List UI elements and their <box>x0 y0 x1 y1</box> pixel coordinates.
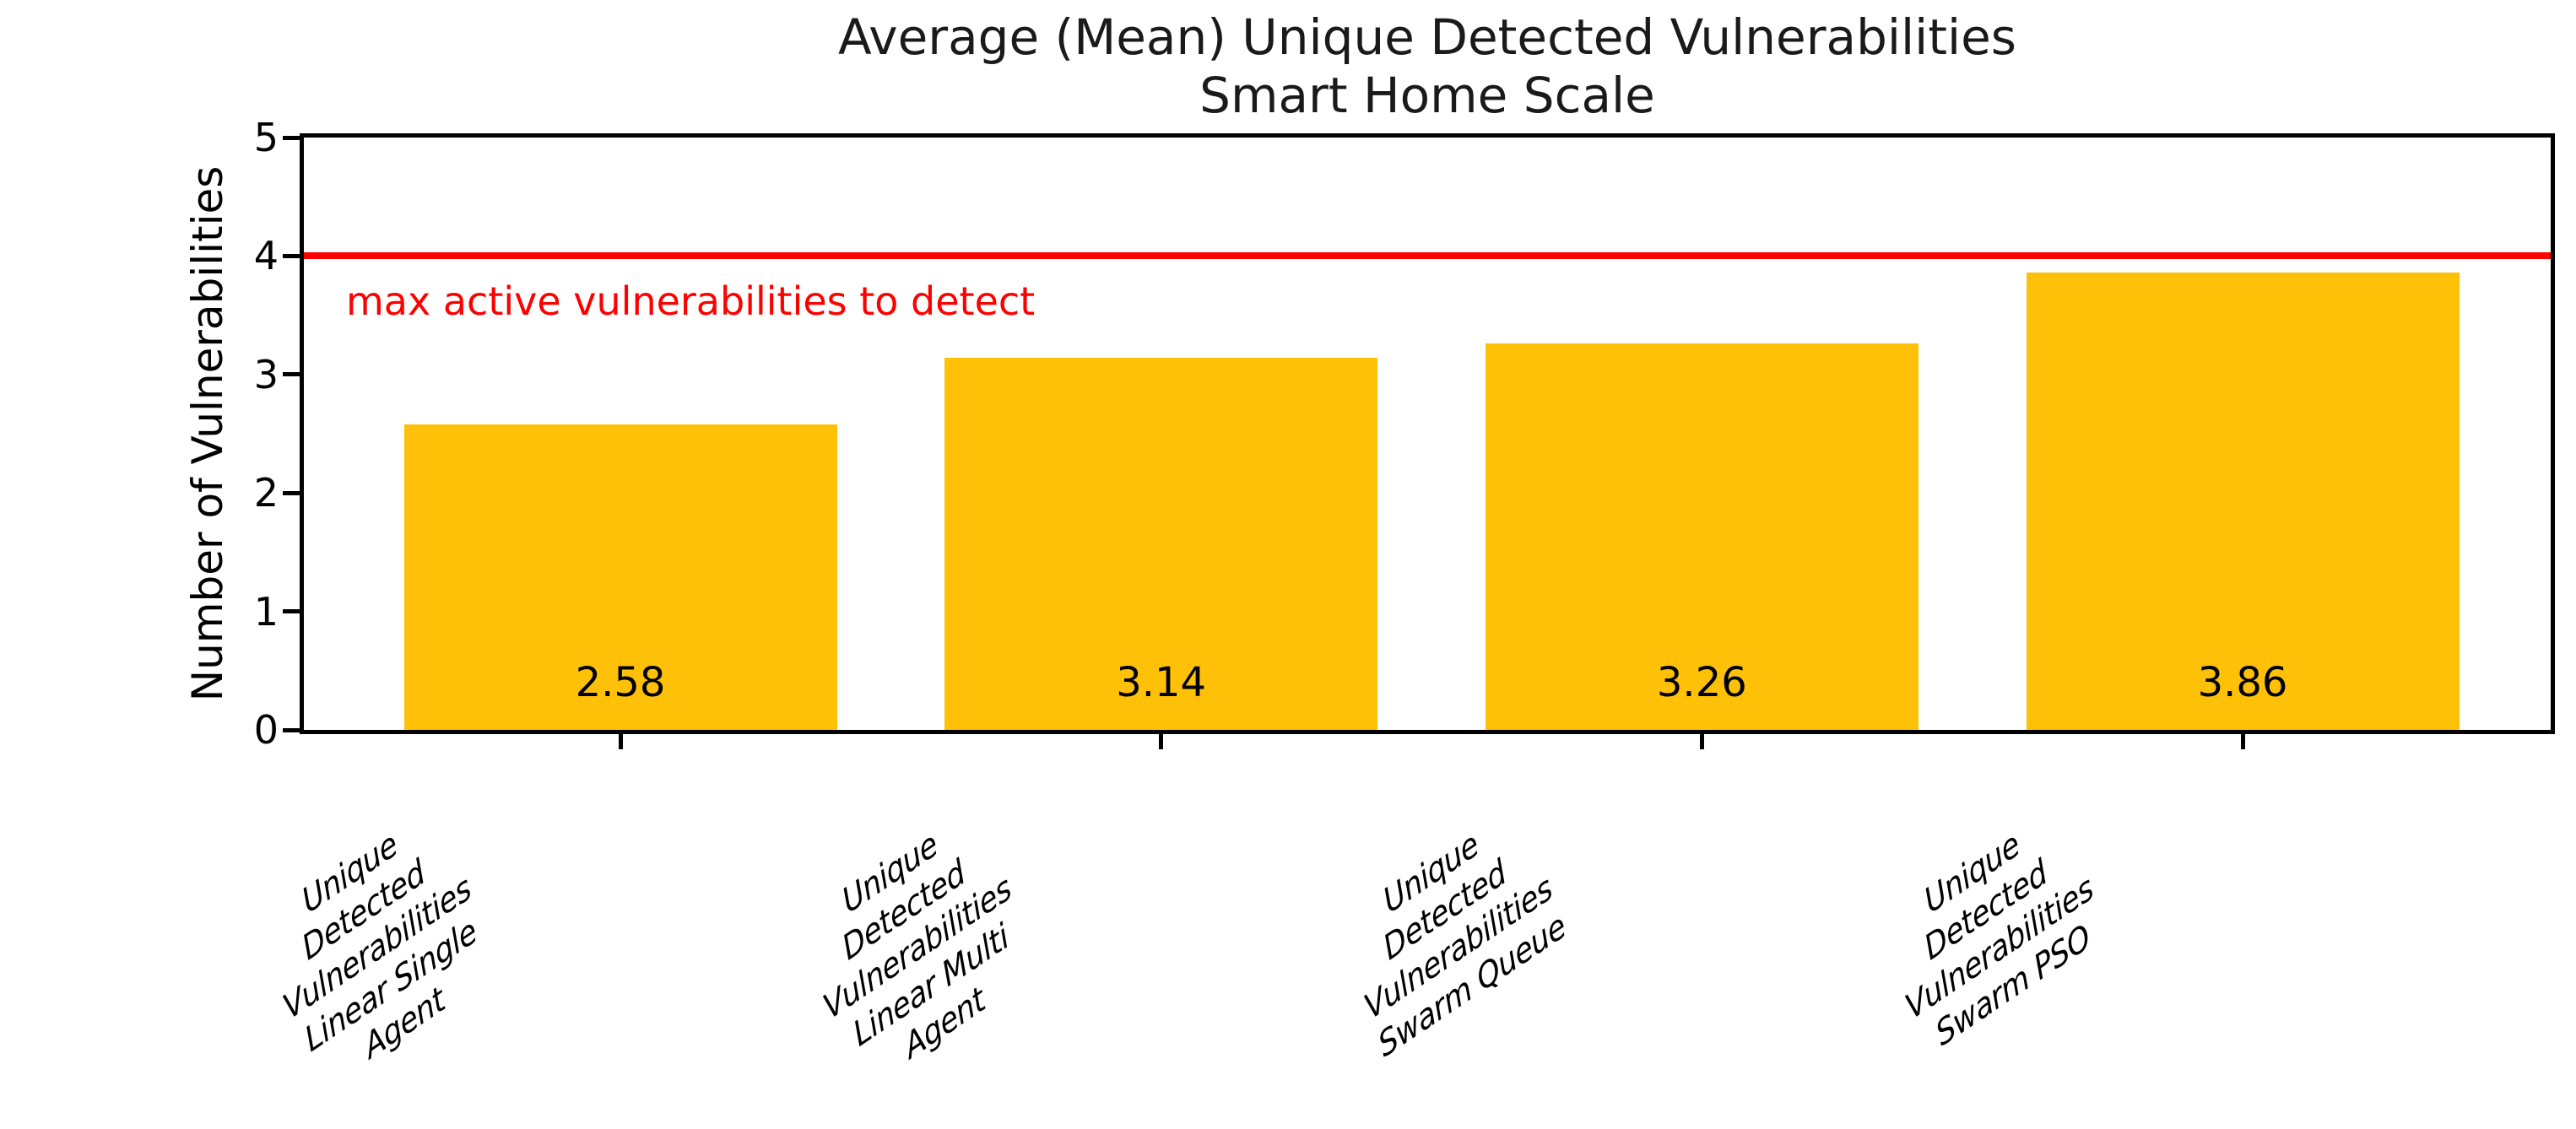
y-tick-label: 3 <box>253 351 279 397</box>
y-tick-label: 4 <box>253 233 279 279</box>
plot-inner: max active vulnerabilities to detect 2.5… <box>304 138 2551 730</box>
y-tick-label: 1 <box>253 588 279 635</box>
bar-value-label: 3.14 <box>1116 659 1207 706</box>
threshold-annotation: max active vulnerabilities to detect <box>346 278 1036 324</box>
bar <box>2026 273 2460 730</box>
y-tick-label: 0 <box>253 707 279 753</box>
x-tick-mark <box>618 734 623 749</box>
y-tick-mark <box>283 372 300 377</box>
bar <box>1485 343 1918 730</box>
bar-value-label: 3.86 <box>2197 659 2288 706</box>
y-tick-mark <box>283 727 300 732</box>
x-tick-mark <box>2240 734 2245 749</box>
y-tick-label: 5 <box>253 115 279 160</box>
y-tick-mark <box>283 135 300 140</box>
x-tick-mark <box>1159 734 1164 749</box>
chart-subtitle: Smart Home Scale <box>1199 67 1655 124</box>
y-tick-label: 2 <box>253 470 279 516</box>
y-tick-mark <box>283 253 300 258</box>
bar-value-label: 2.58 <box>575 659 666 706</box>
y-axis-label: Number of Vulnerabilities <box>183 165 232 702</box>
bar <box>944 358 1378 730</box>
bar <box>403 424 837 730</box>
chart-title: Average (Mean) Unique Detected Vulnerabi… <box>837 8 2017 66</box>
x-tick-label: Unique Detected Vulnerabilities Linear M… <box>819 823 1016 1067</box>
y-tick-mark <box>283 609 300 614</box>
chart-title-block: Average (Mean) Unique Detected Vulnerabi… <box>300 8 2555 125</box>
plot-area: max active vulnerabilities to detect 2.5… <box>300 133 2555 734</box>
x-tick-label: Unique Detected Vulnerabilities Swarm PS… <box>1900 823 2098 1055</box>
bar-value-label: 3.26 <box>1656 659 1747 706</box>
y-tick-mark <box>283 490 300 495</box>
max-threshold-line <box>304 252 2551 260</box>
x-tick-label: Unique Detected Vulnerabilities Swarm Qu… <box>1359 823 1571 1066</box>
x-tick-label: Unique Detected Vulnerabilities Linear S… <box>278 823 482 1067</box>
x-tick-mark <box>1699 734 1704 749</box>
